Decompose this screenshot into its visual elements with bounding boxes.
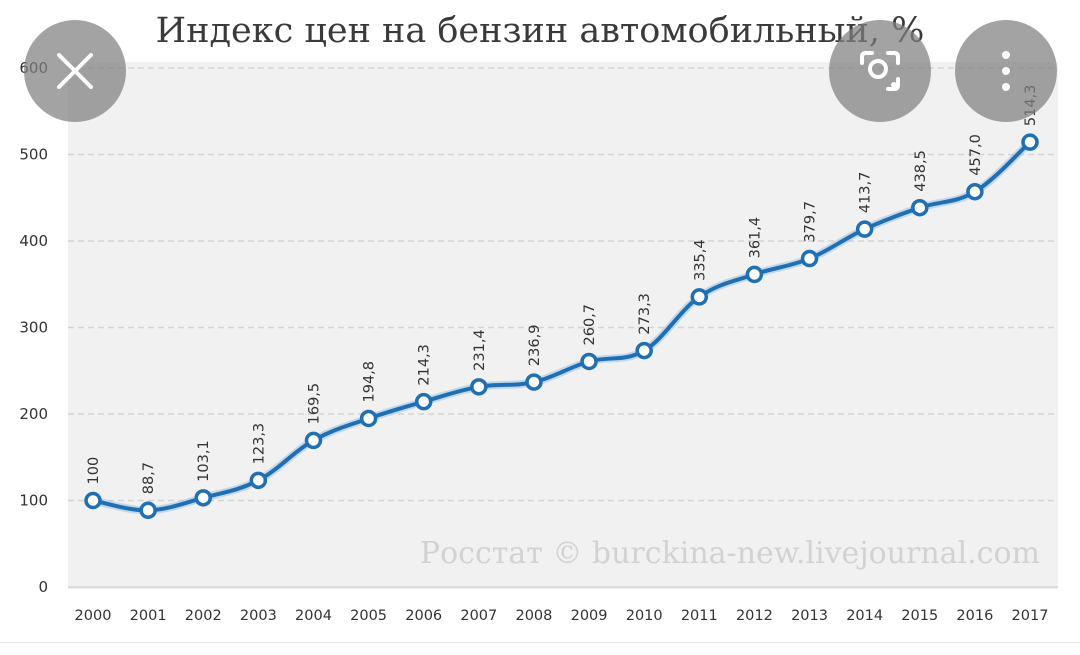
- data-point: [966, 182, 984, 201]
- data-label: 194,8: [362, 361, 378, 403]
- data-label: 413,7: [858, 172, 874, 214]
- x-tick-label: 2007: [460, 608, 497, 624]
- data-label: 438,5: [913, 150, 929, 192]
- y-tick-label: 500: [19, 146, 48, 164]
- x-tick-label: 2003: [240, 608, 277, 624]
- data-point: [855, 220, 874, 238]
- more-vertical-icon: [1002, 51, 1010, 91]
- data-point: [911, 198, 929, 217]
- x-tick-label: 2017: [1012, 608, 1049, 624]
- data-point: [249, 471, 268, 490]
- data-point: [194, 489, 212, 507]
- data-point: [414, 392, 433, 411]
- x-tick-label: 2000: [75, 608, 112, 624]
- plot-area-background: [68, 62, 1058, 589]
- lens-search-icon: [860, 51, 900, 91]
- x-tick-label: 2004: [295, 608, 332, 624]
- data-point: [690, 288, 709, 306]
- close-icon: [57, 53, 93, 89]
- x-tick-label: 2015: [901, 608, 938, 624]
- data-point: [359, 409, 378, 428]
- x-tick-label: 2016: [956, 608, 993, 624]
- data-point: [139, 501, 157, 520]
- data-point: [525, 373, 543, 391]
- data-label: 361,4: [747, 217, 763, 259]
- data-point: [470, 378, 488, 396]
- data-label: 335,4: [692, 239, 708, 281]
- y-tick-label: 0: [38, 578, 48, 596]
- data-label: 260,7: [582, 304, 598, 346]
- close-button[interactable]: [24, 20, 126, 122]
- y-tick-label: 400: [19, 232, 48, 250]
- x-tick-label: 2012: [736, 608, 773, 624]
- y-tick-label: 200: [19, 405, 48, 423]
- y-tick-label: 300: [19, 319, 48, 337]
- data-point: [1021, 133, 1039, 151]
- data-label: 273,3: [637, 293, 653, 335]
- x-tick-label: 2001: [130, 608, 167, 624]
- data-label: 214,3: [417, 344, 433, 386]
- series-line: [84, 133, 1039, 520]
- x-tick-label: 2009: [571, 608, 608, 624]
- data-label: 88,7: [141, 462, 157, 494]
- data-label: 100: [86, 457, 102, 485]
- data-label: 379,7: [803, 201, 819, 243]
- bottom-edge: [0, 642, 1080, 655]
- lens-search-button[interactable]: [829, 20, 931, 122]
- x-tick-label: 2011: [681, 608, 718, 624]
- data-label: 103,1: [196, 440, 212, 482]
- data-point: [635, 341, 653, 360]
- chart-title: Индекс цен на бензин автомобильный, %: [156, 11, 925, 51]
- x-tick-label: 2006: [405, 608, 442, 624]
- y-tick-label: 100: [19, 492, 48, 510]
- watermark: Росстат © burckina-new.livejournal.com: [420, 536, 1040, 571]
- data-label: 169,5: [306, 383, 322, 425]
- x-axis: 2000 2001 2002 2003 2004 2005 2006 2007 2008 2009…: [75, 608, 1049, 624]
- data-point: [304, 431, 323, 450]
- data-label: 457,0: [968, 134, 984, 176]
- x-tick-label: 2014: [846, 608, 883, 624]
- more-options-button[interactable]: [955, 20, 1057, 122]
- data-point: [800, 249, 819, 268]
- data-label: 236,9: [527, 325, 543, 367]
- data-label: 123,3: [251, 423, 267, 465]
- x-tick-label: 2010: [626, 608, 663, 624]
- x-tick-label: 2008: [515, 608, 552, 624]
- x-tick-label: 2002: [185, 608, 222, 624]
- data-point: [84, 491, 102, 510]
- x-tick-label: 2005: [350, 608, 387, 624]
- data-label: 231,4: [472, 329, 488, 371]
- data-point: [580, 352, 598, 371]
- x-tick-label: 2013: [791, 608, 828, 624]
- data-point: [745, 265, 764, 284]
- y-axis: 0100200300400500600: [19, 59, 48, 596]
